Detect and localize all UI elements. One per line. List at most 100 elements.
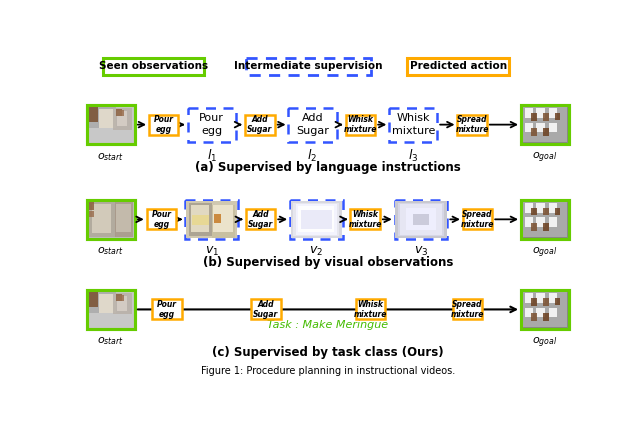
Bar	[245, 115, 275, 135]
Text: $v_3$: $v_3$	[414, 245, 428, 258]
Bar	[90, 292, 116, 313]
Text: $v_1$: $v_1$	[205, 245, 219, 258]
Bar	[452, 299, 482, 320]
Bar	[543, 208, 549, 215]
Text: Whisk
mixture: Whisk mixture	[349, 210, 382, 229]
Text: Add
Sugar: Add Sugar	[253, 300, 278, 319]
Bar	[525, 109, 534, 118]
Bar	[120, 110, 124, 116]
Text: $o_{start}$: $o_{start}$	[97, 245, 125, 257]
Bar	[298, 206, 334, 232]
Bar	[116, 294, 122, 301]
Bar	[290, 200, 343, 239]
Bar	[543, 128, 549, 136]
Bar	[531, 298, 538, 305]
Text: $v_2$: $v_2$	[309, 245, 323, 258]
Text: Pour
egg: Pour egg	[157, 300, 177, 319]
Text: Add
Sugar: Add Sugar	[296, 113, 329, 136]
Text: $o_{start}$: $o_{start}$	[97, 151, 125, 163]
Bar	[536, 123, 545, 132]
Bar	[521, 200, 569, 239]
Bar	[555, 208, 561, 215]
Bar	[543, 113, 549, 121]
Bar	[116, 109, 122, 116]
Bar	[525, 203, 534, 213]
Bar	[116, 296, 127, 311]
Bar	[351, 209, 380, 230]
Text: $o_{goal}$: $o_{goal}$	[532, 245, 557, 260]
Bar	[87, 200, 135, 239]
Bar	[524, 292, 566, 327]
Bar	[186, 200, 238, 239]
Text: Whisk
mixture: Whisk mixture	[344, 115, 377, 134]
Text: $o_{goal}$: $o_{goal}$	[532, 335, 557, 350]
Bar	[536, 293, 545, 303]
Bar	[395, 200, 447, 239]
Bar	[521, 106, 569, 144]
Bar	[291, 201, 342, 238]
Bar	[543, 313, 549, 321]
Bar	[88, 107, 97, 122]
Bar	[536, 218, 545, 227]
Text: Add
Sugar: Add Sugar	[248, 210, 273, 229]
Bar	[186, 201, 237, 238]
Bar	[252, 299, 281, 320]
Bar	[531, 313, 538, 321]
Bar	[525, 218, 534, 227]
Text: $o_{start}$: $o_{start}$	[97, 335, 125, 347]
Bar	[549, 203, 557, 213]
Bar	[356, 299, 385, 320]
Bar	[116, 204, 131, 232]
Bar	[88, 202, 93, 210]
Bar	[531, 128, 538, 136]
Bar	[87, 200, 135, 239]
Bar	[458, 115, 487, 135]
Bar	[521, 106, 569, 144]
Bar	[88, 292, 97, 307]
Bar	[103, 57, 204, 75]
Bar	[531, 113, 538, 121]
Bar	[212, 205, 235, 238]
Text: Figure 1: Procedure planning in instructional videos.: Figure 1: Procedure planning in instruct…	[201, 366, 455, 376]
Bar	[120, 295, 124, 301]
Bar	[543, 298, 549, 305]
Text: Intermediate supervision: Intermediate supervision	[234, 61, 383, 71]
Bar	[406, 208, 436, 230]
Bar	[189, 203, 212, 236]
Bar	[407, 57, 509, 75]
Bar	[90, 202, 116, 237]
Text: Pour
egg: Pour egg	[154, 115, 173, 134]
Bar	[92, 204, 111, 233]
Bar	[521, 290, 569, 329]
Bar	[549, 109, 557, 118]
Bar	[116, 111, 127, 126]
Bar	[549, 308, 557, 317]
Bar	[113, 293, 132, 314]
Bar	[398, 203, 444, 236]
Bar	[87, 106, 135, 144]
Text: Seen observations: Seen observations	[99, 61, 208, 71]
Bar	[293, 203, 339, 236]
Bar	[147, 209, 176, 230]
Text: Spread
mixture: Spread mixture	[451, 300, 484, 319]
Bar	[289, 108, 337, 142]
Bar	[555, 298, 561, 305]
Bar	[113, 109, 132, 130]
Bar	[192, 215, 209, 225]
Text: Whisk
mixture: Whisk mixture	[354, 300, 387, 319]
Text: Add
Sugar: Add Sugar	[247, 115, 273, 134]
Bar	[413, 214, 429, 225]
Bar	[525, 123, 534, 132]
Text: $l_2$: $l_2$	[307, 148, 317, 164]
Bar	[521, 200, 569, 239]
Bar	[396, 201, 447, 238]
Text: Task : Make Meringue: Task : Make Meringue	[268, 320, 388, 330]
Text: Predicted action: Predicted action	[410, 61, 507, 71]
Bar	[389, 108, 437, 142]
Text: $l_1$: $l_1$	[207, 148, 217, 164]
Bar	[191, 205, 209, 232]
Bar	[543, 223, 549, 231]
Bar	[87, 106, 135, 144]
Bar	[149, 115, 179, 135]
Text: Spread
mixture: Spread mixture	[456, 115, 489, 134]
